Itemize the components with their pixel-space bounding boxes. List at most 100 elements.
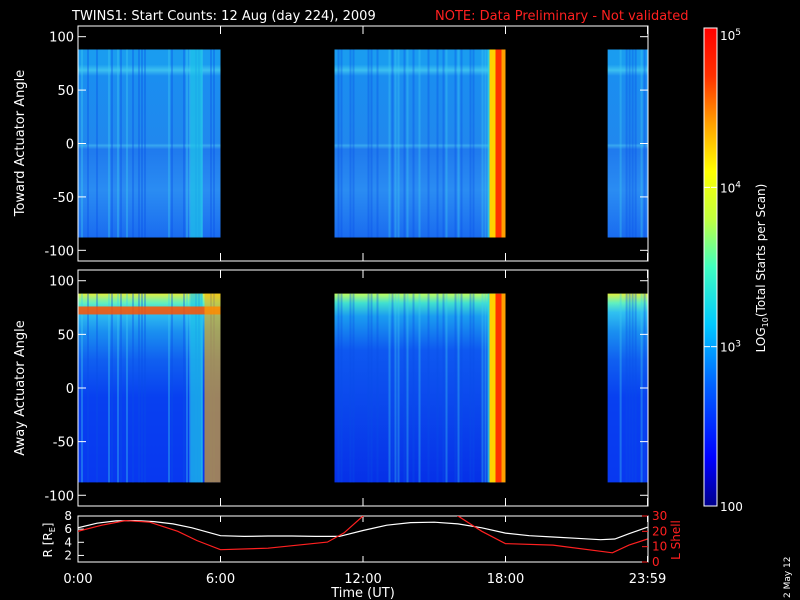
heatmap-stripe [190, 293, 203, 483]
colorbar-tick-label: 105 [720, 28, 741, 43]
heatmap-stripe [472, 49, 475, 238]
left-y-tick-label: 8 [64, 509, 72, 523]
heatmap-stripe [183, 49, 185, 238]
heatmap-stripe [631, 49, 634, 238]
y-tick-label: 100 [49, 31, 74, 46]
heatmap-stripe [418, 49, 421, 238]
heatmap-stripe [391, 293, 394, 483]
heatmap-stripe [484, 293, 487, 483]
heatmap-stripe [120, 293, 122, 483]
bottom-y-axis-label: Away Actuator Angle [13, 320, 28, 455]
heatmap-stripe [132, 49, 134, 238]
heatmap-stripe [337, 293, 340, 483]
heatmap-stripe [403, 49, 406, 238]
x-tick-label: 6:00 [206, 572, 235, 587]
heatmap-stripe [171, 49, 173, 238]
right-y-tick-label: 10 [652, 540, 667, 554]
heatmap-stripe [628, 49, 631, 238]
heatmap-stripe [495, 293, 502, 483]
heatmap-stripe [96, 293, 98, 483]
heatmap-stripe [370, 49, 373, 238]
heatmap-stripe [472, 293, 475, 483]
heatmap-stripe [168, 49, 170, 238]
heatmap-stripe [171, 293, 173, 483]
heatmap-stripe [108, 49, 110, 238]
heatmap-stripe [412, 49, 415, 238]
heatmap-stripe [460, 49, 463, 238]
heatmap-stripe [445, 49, 448, 238]
orbit-left-axis-label: R [RE] [41, 523, 57, 558]
heatmap-stripe [189, 293, 191, 483]
heatmap-stripe [376, 293, 379, 483]
heatmap-stripe [138, 49, 140, 238]
colorbar-ticks: 105 104 103 100 [704, 27, 743, 514]
top-y-axis: 100 50 0 -50 -100 [44, 26, 649, 261]
heatmap-stripe [186, 293, 188, 483]
heatmap-stripe [394, 293, 397, 483]
heatmap-stripe [406, 293, 409, 483]
top-y-axis-label: Toward Actuator Angle [13, 70, 28, 217]
top-heatmap-panel: 100 50 0 -50 -100 Toward Actuator Angle [13, 25, 649, 262]
heatmap-stripe [141, 49, 143, 238]
heatmap-stripe [427, 293, 430, 483]
colorbar-gradient [704, 28, 717, 506]
heatmap-stripe [144, 49, 146, 238]
heatmap-stripe [397, 293, 400, 483]
heatmap-stripe [108, 293, 110, 483]
chart-title: TWINS1: Start Counts: 12 Aug (day 224), … [71, 9, 376, 24]
heatmap-stripe [484, 49, 487, 238]
heatmap-segment [334, 49, 506, 238]
x-tick-label: 12:00 [344, 572, 381, 587]
heatmap-stripe [628, 293, 631, 483]
heatmap-stripe [210, 49, 212, 238]
bottom-y-axis: 100 50 0 -50 -100 [44, 270, 649, 506]
y-tick-label: -100 [44, 244, 74, 259]
heatmap-stripe [126, 49, 128, 238]
heatmap-stripe [141, 293, 143, 483]
heatmap-stripe [388, 49, 391, 238]
heatmap-stripe [87, 49, 89, 238]
heatmap-stripe [619, 293, 622, 483]
heatmap-segment [334, 293, 506, 483]
heatmap-stripe [352, 293, 355, 483]
right-y-tick-label: 0 [652, 555, 660, 569]
heatmap-stripe [183, 293, 185, 483]
x-axis-label: Time (UT) [330, 586, 395, 600]
heatmap-stripe [349, 293, 352, 483]
y-tick-label: 0 [66, 382, 74, 397]
heatmap-stripe [495, 49, 502, 238]
heatmap-stripe [190, 49, 203, 238]
heatmap-stripe [340, 49, 343, 238]
colorbar: 105 104 103 100 LOG10(Total Starts per Scan… [703, 27, 770, 514]
heatmap-stripe [168, 293, 170, 483]
heatmap-stripe [469, 293, 472, 483]
heatmap-stripe [436, 293, 439, 483]
y-tick-label: -50 [53, 191, 74, 206]
y-tick-label: 50 [57, 328, 74, 343]
heatmap-stripe [397, 49, 400, 238]
heatmap-stripe [501, 49, 506, 238]
heatmap-stripe [454, 293, 457, 483]
heatmap-stripe [427, 49, 430, 238]
heatmap-stripe [132, 293, 134, 483]
heatmap-stripe [442, 293, 445, 483]
heatmap-stripe [349, 49, 352, 238]
heatmap-stripe [391, 49, 394, 238]
heatmap-stripe [469, 49, 472, 238]
heatmap-stripe [442, 49, 445, 238]
x-tick-label: 0:00 [63, 572, 92, 587]
heatmap-stripe [204, 293, 221, 483]
heatmap-stripe [619, 49, 622, 238]
heatmap-stripe [634, 293, 637, 483]
heatmap-stripe [412, 293, 415, 483]
heatmap-stripe [489, 293, 496, 483]
l-shell-series-line [78, 516, 648, 554]
heatmap-band [78, 306, 221, 315]
heatmap-stripe [117, 49, 119, 238]
heatmap-stripe [126, 293, 128, 483]
chart-note: NOTE: Data Preliminary - Not validated [435, 9, 689, 24]
heatmap-stripe [376, 49, 379, 238]
heatmap-stripe [186, 49, 188, 238]
